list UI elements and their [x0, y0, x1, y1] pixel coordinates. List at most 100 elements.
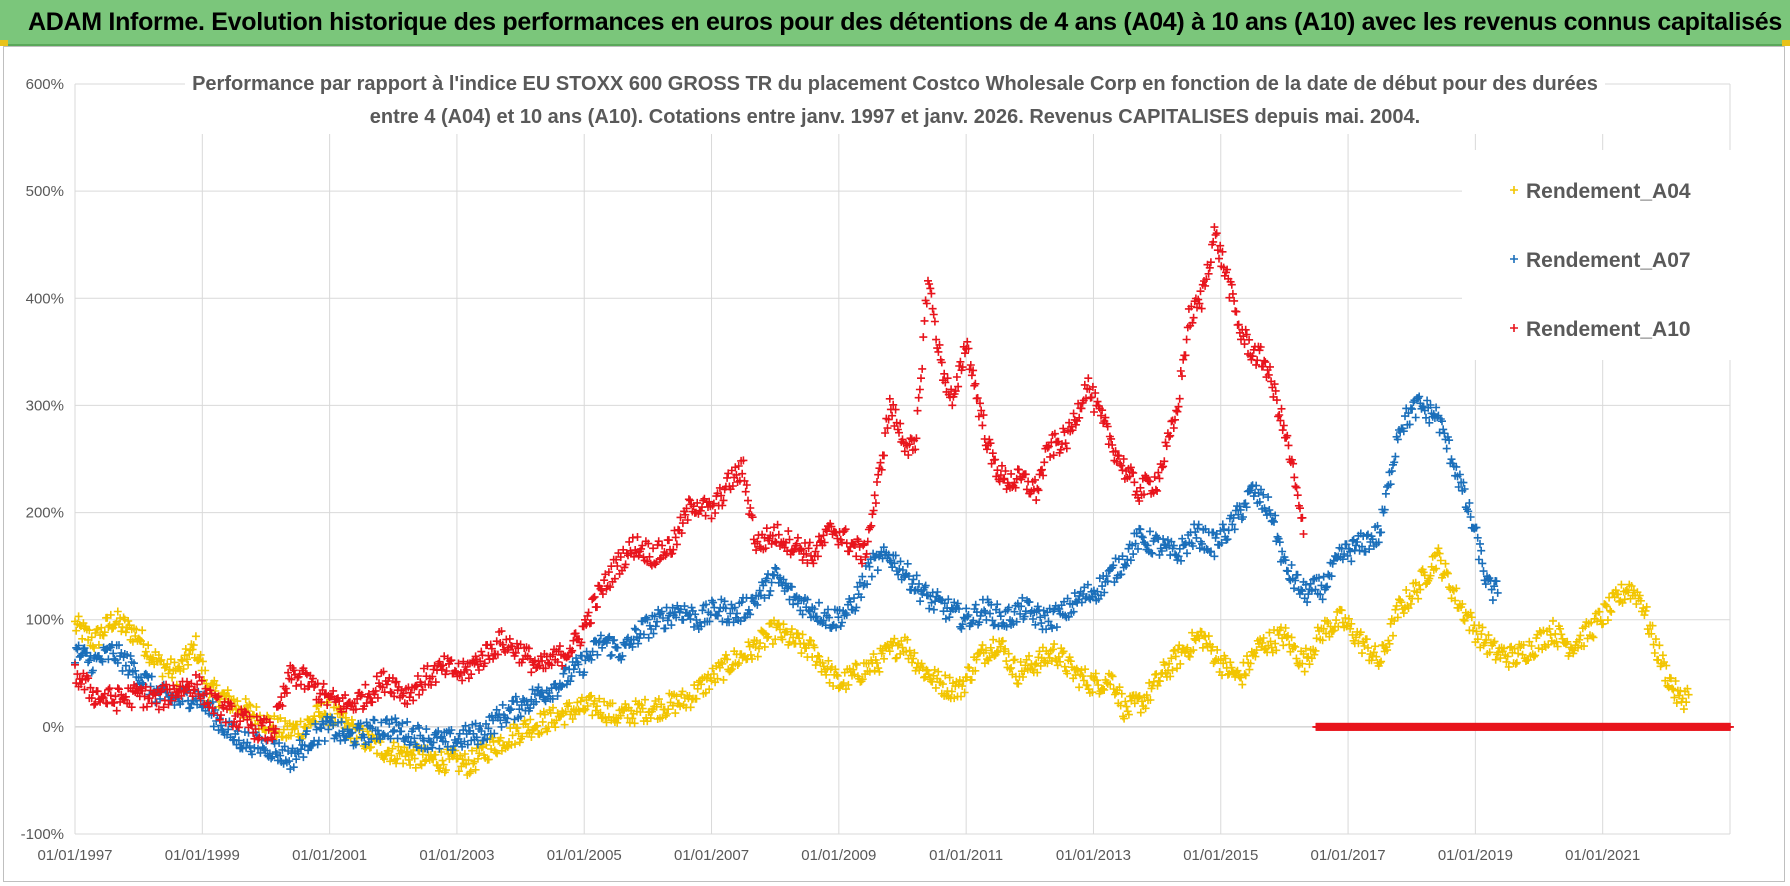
data-point: [1265, 628, 1274, 637]
data-point: [751, 643, 760, 651]
data-point: [957, 692, 965, 701]
data-point: [1210, 223, 1219, 232]
data-point: [1682, 698, 1691, 707]
data-point: [366, 694, 375, 702]
data-point: [587, 618, 595, 627]
data-point: [1134, 544, 1142, 553]
data-point: [944, 595, 953, 604]
data-point: [709, 499, 718, 508]
data-point: [744, 605, 753, 614]
data-point: [1106, 680, 1115, 689]
data-point: [435, 744, 444, 753]
data-point: [1373, 521, 1382, 530]
data-point: [113, 607, 122, 616]
data-point: [143, 652, 151, 661]
data-point: [297, 745, 305, 754]
x-tick-label: 01/01/2015: [1183, 847, 1258, 864]
data-point: [1287, 633, 1296, 642]
data-point: [1122, 702, 1131, 711]
data-point: [1307, 586, 1316, 595]
data-point: [1211, 533, 1220, 542]
data-point: [638, 541, 647, 550]
data-point: [219, 703, 228, 712]
data-point: [854, 537, 863, 546]
data-point: [1377, 528, 1386, 537]
data-point: [631, 625, 640, 634]
data-point: [441, 766, 450, 775]
data-point: [677, 529, 686, 538]
data-point: [686, 703, 695, 712]
data-point: [280, 742, 289, 751]
data-point: [838, 618, 846, 627]
data-point: [1271, 386, 1280, 395]
data-point: [661, 711, 670, 720]
data-point: [1126, 556, 1135, 565]
data-point: [898, 643, 907, 652]
data-point: [1032, 496, 1041, 505]
data-point: [1038, 465, 1046, 474]
data-point: [948, 401, 957, 410]
data-point: [832, 670, 841, 679]
data-point: [164, 669, 173, 678]
data-point: [252, 712, 261, 721]
data-point: [604, 634, 613, 643]
data-point: [209, 722, 218, 731]
data-point: [1466, 608, 1475, 617]
data-point: [696, 506, 705, 515]
data-point: [343, 725, 352, 734]
data-point: [1036, 613, 1045, 622]
data-point: [215, 715, 224, 724]
data-point: [1044, 442, 1053, 451]
data-point: [814, 651, 822, 660]
data-point: [661, 624, 670, 633]
data-point: [1108, 672, 1117, 681]
data-point: [748, 654, 756, 663]
data-point: [356, 692, 365, 701]
data-point: [151, 698, 160, 707]
data-point: [197, 676, 206, 685]
data-point: [1153, 487, 1162, 495]
data-point: [1303, 598, 1312, 607]
data-point: [1385, 639, 1394, 648]
data-point: [832, 623, 841, 632]
data-point: [1083, 681, 1092, 690]
data-point: [964, 611, 973, 619]
data-point: [1159, 535, 1168, 543]
data-point: [1151, 485, 1160, 494]
data-point: [641, 695, 649, 704]
data-point: [1287, 455, 1296, 464]
data-point: [236, 717, 245, 726]
data-point: [441, 737, 450, 746]
data-point: [126, 652, 135, 660]
data-point: [458, 755, 467, 764]
data-point: [233, 727, 242, 736]
data-point: [179, 665, 188, 673]
data-point: [246, 701, 255, 710]
data-point: [1343, 551, 1352, 560]
data-point: [276, 714, 285, 723]
data-point: [568, 715, 577, 723]
data-point: [158, 672, 167, 681]
data-point: [1433, 413, 1442, 422]
data-point: [268, 735, 277, 744]
data-point: [616, 553, 625, 561]
data-point: [80, 644, 89, 653]
data-point: [1238, 680, 1247, 689]
data-point: [785, 535, 794, 544]
data-point: [891, 405, 900, 414]
data-point: [1059, 424, 1068, 433]
data-point: [1607, 607, 1616, 616]
data-point: [357, 690, 366, 699]
data-point: [1049, 645, 1057, 654]
data-point: [1337, 606, 1346, 615]
data-point: [1157, 463, 1166, 472]
data-point: [124, 617, 133, 625]
data-point: [1355, 546, 1364, 555]
data-point: [867, 572, 876, 581]
banner-corner-right: [1782, 40, 1790, 46]
data-point: [156, 688, 165, 697]
data-point: [902, 647, 911, 656]
data-point: [201, 684, 210, 693]
data-point: [188, 645, 197, 654]
data-point: [1204, 269, 1213, 278]
